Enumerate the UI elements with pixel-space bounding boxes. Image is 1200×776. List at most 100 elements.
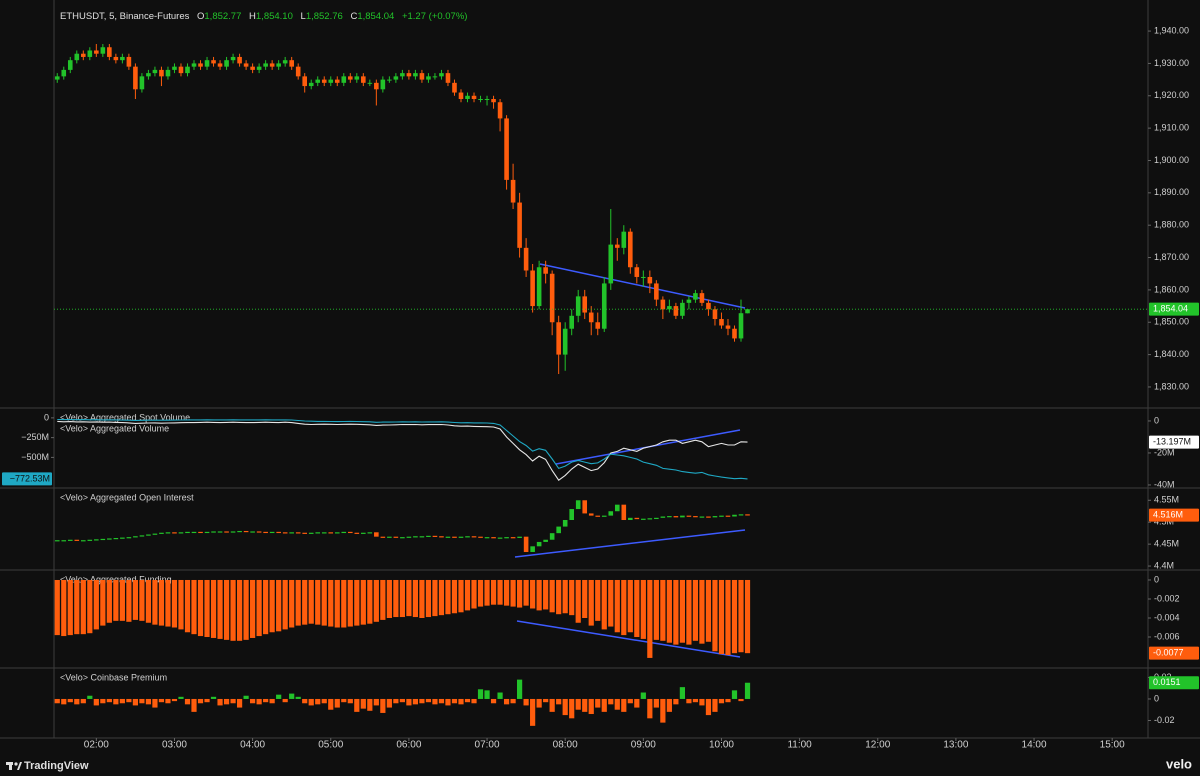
bar xyxy=(484,579,490,606)
bar xyxy=(269,698,275,704)
oi-candle xyxy=(87,539,93,541)
bar xyxy=(152,698,158,708)
candle-body xyxy=(94,50,99,54)
oi-candle xyxy=(237,530,242,533)
oi-candle xyxy=(491,537,496,539)
bar xyxy=(204,698,210,703)
oi-candle xyxy=(120,537,125,539)
series-title: <Velo> Aggregated Spot Volume xyxy=(60,412,190,422)
candle-body xyxy=(608,244,614,284)
oi-candle xyxy=(328,532,334,534)
candle-body xyxy=(100,47,106,54)
bar xyxy=(113,579,119,621)
bar xyxy=(608,698,614,705)
oi-candle xyxy=(647,518,653,520)
bar xyxy=(321,698,327,704)
bar xyxy=(74,579,80,635)
bar xyxy=(575,579,581,623)
y-tick-label: 4.45M xyxy=(1154,539,1179,549)
candle-body xyxy=(654,283,659,300)
bar xyxy=(634,698,640,708)
candle-body xyxy=(530,270,535,307)
candle-body xyxy=(224,60,229,67)
candle-body xyxy=(628,231,633,268)
bar xyxy=(517,579,523,608)
oi-candle xyxy=(712,516,718,518)
oi-candle xyxy=(159,532,164,534)
oi-candle xyxy=(354,532,360,534)
last-value-box xyxy=(1149,676,1199,690)
bar xyxy=(660,579,666,641)
bar xyxy=(354,698,360,712)
candle-body xyxy=(256,66,262,70)
candle-body xyxy=(458,92,464,100)
bar xyxy=(217,579,223,639)
candle-body xyxy=(67,60,73,70)
bar xyxy=(692,698,699,703)
bar xyxy=(582,579,588,619)
oi-candle xyxy=(94,539,99,541)
candle-body xyxy=(302,76,308,87)
bar xyxy=(705,698,712,716)
bar xyxy=(640,579,646,639)
oi-candle xyxy=(308,532,314,534)
oi-candle xyxy=(256,531,262,533)
bar xyxy=(627,698,633,704)
oi-candle xyxy=(614,504,620,512)
candle-body xyxy=(634,267,640,277)
bar xyxy=(543,698,549,703)
bar xyxy=(712,579,718,652)
candle-body xyxy=(504,118,509,180)
candle-body xyxy=(191,63,197,67)
oi-candle xyxy=(406,536,412,538)
legend-value: 1,852.76 xyxy=(306,11,343,22)
candle-body xyxy=(725,325,731,329)
candle-body xyxy=(361,76,366,83)
oi-candle xyxy=(471,536,477,538)
oi-candle xyxy=(178,532,184,534)
oi-candle xyxy=(263,531,268,534)
oi-candle xyxy=(204,531,210,534)
x-tick-label: 02:00 xyxy=(84,740,109,751)
oi-candle xyxy=(367,532,373,534)
oi-candle xyxy=(595,515,601,517)
bar xyxy=(614,698,620,710)
candle-body xyxy=(667,306,672,310)
bar xyxy=(184,579,191,633)
oi-candle xyxy=(211,531,216,533)
bar xyxy=(595,698,601,708)
bar xyxy=(497,579,503,605)
candle-body xyxy=(426,76,431,80)
bar xyxy=(627,579,633,633)
bar xyxy=(191,698,197,712)
oi-candle xyxy=(374,532,379,537)
candle-body xyxy=(61,69,67,77)
candle-body xyxy=(491,99,496,103)
oi-candle xyxy=(549,533,555,540)
bar xyxy=(562,698,568,716)
oi-candle xyxy=(523,536,529,553)
bar xyxy=(165,698,171,704)
legend-value: 1,854.10 xyxy=(256,11,293,22)
oi-candle xyxy=(224,531,229,533)
x-tick-label: 06:00 xyxy=(396,740,421,751)
y-tick-label: 1,830.00 xyxy=(1154,381,1189,391)
bar xyxy=(210,579,217,638)
candle-body xyxy=(321,79,327,83)
bar xyxy=(67,698,73,703)
trend-line xyxy=(539,263,746,309)
oi-candle xyxy=(139,535,145,537)
oi-candle xyxy=(601,515,607,517)
logo-shape xyxy=(14,762,18,766)
oi-candle xyxy=(667,516,672,518)
bar xyxy=(354,579,360,626)
bar xyxy=(197,698,204,704)
bar xyxy=(263,579,269,635)
candle-body xyxy=(738,313,744,339)
bar xyxy=(315,579,321,625)
oi-candle xyxy=(133,536,138,538)
oi-candle xyxy=(517,536,522,538)
oi-candle xyxy=(361,532,366,534)
